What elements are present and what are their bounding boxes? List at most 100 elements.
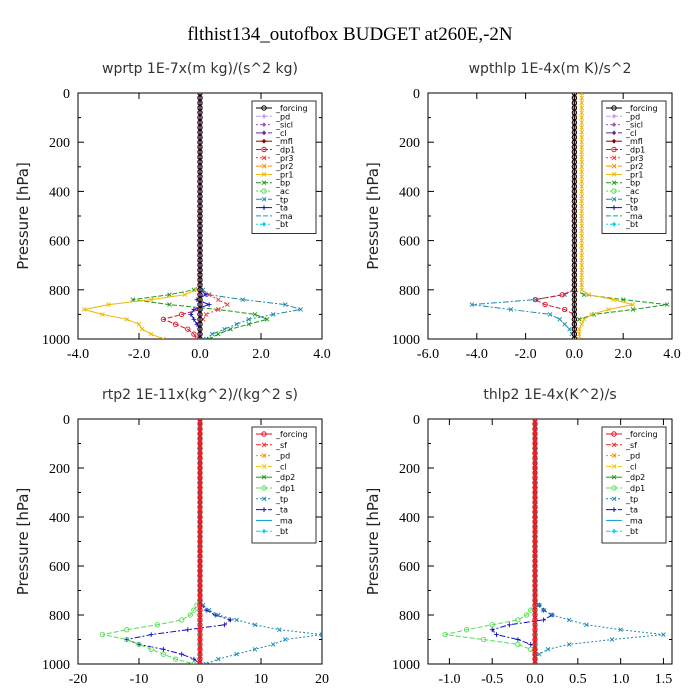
data-point (197, 114, 203, 121)
data-point (185, 627, 191, 633)
data-point (197, 489, 203, 496)
legend-label: _dp1 (625, 146, 645, 155)
legend-label: _mfl (275, 137, 293, 146)
data-point (197, 296, 203, 303)
data-point (270, 312, 276, 317)
data-point (532, 435, 538, 442)
y-tick-label: 200 (49, 462, 70, 477)
x-tick-label: 4.0 (313, 347, 331, 362)
data-point (197, 543, 203, 550)
legend-label: _pd (625, 112, 640, 121)
x-tick-label: 0.0 (526, 672, 544, 687)
data-point (197, 93, 203, 96)
data-point (197, 587, 203, 594)
data-point (172, 656, 179, 662)
data-point (197, 272, 203, 278)
data-point (532, 617, 538, 623)
data-point (197, 651, 203, 657)
data-point (532, 651, 538, 657)
data-point (191, 607, 197, 613)
series-line-dp1 (102, 419, 201, 664)
legend-marker (261, 146, 267, 153)
x-tick-label: 2.0 (252, 347, 270, 362)
series-layer (442, 419, 666, 664)
data-point (139, 326, 145, 332)
data-point (197, 538, 203, 545)
legend-label: _pd (275, 112, 290, 121)
data-point (197, 558, 203, 564)
legend-marker (261, 180, 267, 186)
data-point (197, 475, 203, 481)
data-point (197, 529, 203, 535)
legend-marker (611, 138, 617, 144)
data-point (528, 642, 534, 647)
data-point (532, 597, 538, 603)
data-point (191, 316, 197, 322)
data-point (571, 134, 578, 140)
data-point (270, 642, 276, 647)
data-point (579, 159, 585, 165)
data-point (571, 296, 578, 303)
data-point (571, 292, 578, 298)
data-point (579, 110, 585, 115)
data-point (571, 282, 578, 288)
data-point (532, 419, 538, 422)
data-point (571, 237, 578, 244)
legend-marker (261, 221, 267, 227)
data-point (571, 277, 578, 283)
legend-label: _ac (275, 187, 289, 196)
data-point (567, 326, 572, 332)
data-point (571, 252, 578, 259)
legend-marker (261, 155, 267, 161)
legend-marker (261, 453, 267, 458)
y-tick-label: 0 (413, 413, 420, 428)
data-point (571, 228, 578, 234)
data-point (197, 455, 203, 461)
data-point (579, 189, 585, 194)
data-point (571, 149, 578, 155)
data-point (630, 302, 636, 307)
data-point (571, 203, 578, 209)
data-point (197, 129, 203, 136)
data-point (532, 519, 538, 525)
data-point (197, 440, 203, 447)
data-point (579, 130, 585, 135)
data-point (515, 617, 521, 623)
data-point (124, 627, 130, 633)
data-point (197, 553, 203, 559)
data-point (579, 134, 585, 140)
data-point (571, 257, 578, 263)
x-tick-label: -20 (69, 672, 88, 687)
data-point (197, 617, 203, 623)
data-point (562, 321, 567, 327)
data-point (571, 208, 578, 214)
data-point (197, 149, 203, 155)
data-point (532, 587, 538, 594)
data-point (197, 514, 203, 520)
data-point (571, 287, 578, 293)
y-tick-label: 200 (49, 136, 70, 151)
data-point (197, 519, 203, 525)
legend-label: _pr1 (625, 170, 643, 179)
data-point (581, 292, 587, 298)
data-point (179, 617, 185, 623)
data-point (532, 631, 538, 638)
data-point (579, 213, 585, 219)
data-point (154, 622, 160, 628)
data-point (549, 612, 555, 618)
data-point (557, 317, 563, 322)
data-point (571, 114, 578, 121)
data-point (106, 302, 111, 307)
data-point (179, 311, 185, 318)
data-point (469, 302, 475, 307)
data-point (664, 302, 670, 307)
data-point (532, 558, 538, 564)
data-point (576, 317, 582, 322)
legend-marker (261, 130, 267, 136)
data-point (148, 646, 154, 652)
data-point (579, 262, 585, 268)
data-point (197, 336, 203, 339)
legend-label: _ma (625, 212, 643, 221)
chart-panel-4: thlp2 1E-4x(K^2)/s Pressure [hPa] 0 200 400 6… (364, 387, 673, 687)
data-point (197, 124, 203, 131)
